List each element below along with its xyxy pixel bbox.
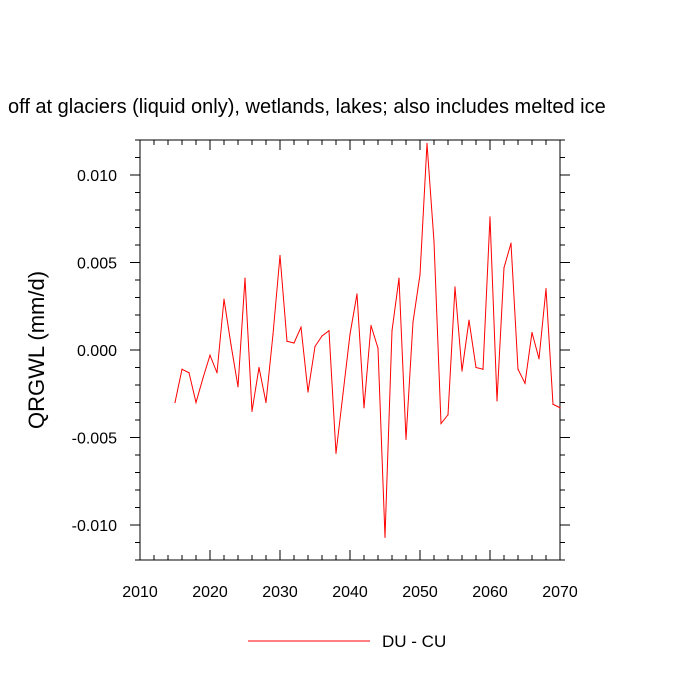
x-tick-label: 2030 (262, 584, 298, 601)
data-point (412, 321, 414, 323)
data-point (349, 333, 351, 335)
data-point (223, 298, 225, 300)
data-point (531, 331, 533, 334)
x-tick-label: 2010 (122, 584, 158, 601)
data-point (370, 324, 372, 327)
data-point (300, 326, 302, 328)
data-point (307, 391, 309, 393)
data-point (517, 368, 519, 370)
y-tick-label: 0.005 (77, 256, 117, 273)
y-tick-label: -0.010 (72, 518, 117, 535)
chart-title: off at glaciers (liquid only), wetlands,… (8, 96, 606, 118)
y-axis-label: QRGWL (mm/d) (24, 271, 49, 429)
series-line-du-cu (174, 143, 561, 538)
y-tick-label: -0.005 (72, 431, 117, 448)
legend-label-du-cu: DU - CU (382, 632, 446, 651)
data-point (314, 345, 316, 348)
data-point (496, 400, 498, 402)
legend: DU - CU (248, 632, 446, 651)
data-point (258, 366, 260, 369)
series-group (174, 142, 561, 538)
data-point (174, 401, 176, 404)
data-point (363, 407, 365, 409)
data-point (216, 372, 218, 374)
plot-frame (139, 139, 561, 561)
x-tick-label: 2040 (332, 584, 368, 601)
data-point (279, 254, 281, 257)
data-point (181, 368, 183, 370)
x-tick-label: 2070 (542, 584, 578, 601)
data-point (440, 422, 442, 425)
data-point (237, 386, 239, 388)
data-point (272, 333, 274, 335)
data-point (342, 393, 344, 395)
data-point (545, 288, 547, 290)
data-point (447, 414, 449, 416)
data-point (398, 277, 400, 279)
data-point (468, 319, 470, 321)
data-point (461, 370, 463, 372)
data-point (377, 347, 379, 349)
data-point (384, 536, 386, 538)
data-point (286, 340, 288, 342)
data-point (426, 142, 428, 145)
y-tick-label: 0.000 (77, 343, 117, 360)
data-point (244, 277, 246, 279)
x-axis-ticks (139, 140, 561, 560)
data-point (328, 330, 330, 332)
data-point (552, 403, 554, 405)
data-point (293, 342, 295, 344)
data-point (391, 330, 393, 332)
data-point (482, 368, 484, 370)
data-point (335, 452, 337, 454)
data-point (405, 438, 407, 440)
data-point (524, 382, 526, 384)
x-tick-label: 2020 (192, 584, 228, 601)
data-point (265, 401, 267, 404)
y-tick-label: 0.010 (77, 168, 117, 185)
data-point (503, 267, 505, 269)
data-point (559, 407, 561, 409)
y-axis-tick-labels: 0.010 0.005 0.000 -0.005 -0.010 (72, 168, 117, 535)
data-point (510, 242, 512, 244)
data-point (321, 335, 323, 337)
data-point (209, 354, 211, 356)
data-point (475, 366, 477, 369)
data-point (454, 286, 456, 288)
data-point (251, 410, 253, 412)
x-axis-tick-labels: 2010 2020 2030 2040 2050 2060 2070 (122, 584, 578, 601)
data-point (195, 401, 197, 404)
data-point (489, 216, 491, 218)
data-point (419, 274, 421, 276)
data-point (202, 377, 204, 379)
data-point (188, 372, 190, 374)
data-point (538, 358, 540, 360)
x-tick-label: 2060 (472, 584, 508, 601)
plot-area (139, 139, 561, 561)
y-axis-ticks (130, 139, 570, 561)
x-tick-label: 2050 (402, 584, 438, 601)
data-point (230, 344, 232, 346)
data-point (356, 293, 358, 295)
data-point (433, 240, 435, 243)
